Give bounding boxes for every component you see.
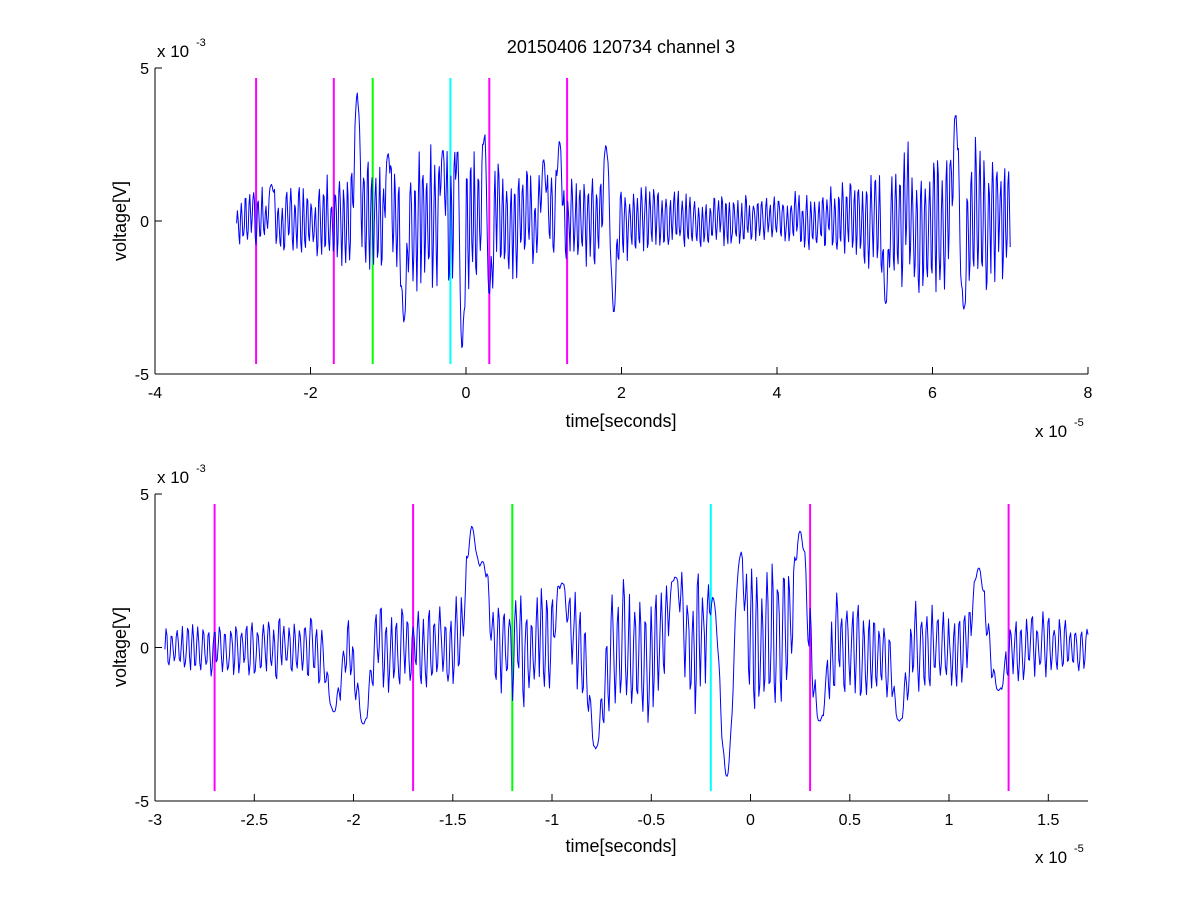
x-tick-label: -0.5 bbox=[638, 812, 666, 829]
y-tick-label: -5 bbox=[135, 367, 149, 384]
x-tick-label: -1 bbox=[545, 812, 559, 829]
x-axis-label: time[seconds] bbox=[565, 411, 676, 431]
x-tick-label: 0.5 bbox=[839, 812, 861, 829]
x-tick-label: 1.5 bbox=[1037, 812, 1059, 829]
bottom-subplot: -3 -2.5 -2 -1.5 -1 -0.5 0 0.5 1 1.5 -5 0 5 time[sec… bbox=[110, 463, 1089, 867]
y-axis-label: voltage[V] bbox=[110, 181, 130, 261]
x-multiplier-exp: -5 bbox=[1074, 417, 1084, 429]
y-axis-label: voltage[V] bbox=[110, 607, 130, 687]
x-multiplier-exp: -5 bbox=[1074, 843, 1084, 855]
x-tick-label: 4 bbox=[773, 385, 782, 402]
top-subplot: -4 -2 0 2 4 6 8 -5 0 5 20150406 120734 channel 3… bbox=[110, 37, 1093, 441]
x-multiplier-base: x 10 bbox=[1035, 848, 1067, 867]
y-tick-label: 5 bbox=[140, 61, 149, 78]
y-tick-label: 0 bbox=[140, 214, 149, 231]
x-tick-label: -2.5 bbox=[241, 812, 269, 829]
x-tick-label: 0 bbox=[462, 385, 471, 402]
x-tick-label: -4 bbox=[148, 385, 162, 402]
x-tick-label: 0 bbox=[746, 812, 755, 829]
x-axis-label: time[seconds] bbox=[565, 836, 676, 856]
y-multiplier-exp: -3 bbox=[196, 37, 206, 49]
x-multiplier: x 10 -5 bbox=[1035, 843, 1084, 867]
y-tick-label: -5 bbox=[135, 794, 149, 811]
x-tick-label: 2 bbox=[617, 385, 626, 402]
y-tick-label: 5 bbox=[140, 487, 149, 504]
x-tick-label: -2 bbox=[346, 812, 360, 829]
x-tick-label: -1.5 bbox=[439, 812, 467, 829]
y-multiplier-base: x 10 bbox=[157, 42, 189, 61]
x-tick-label: 8 bbox=[1084, 385, 1093, 402]
x-multiplier-base: x 10 bbox=[1035, 422, 1067, 441]
signal-trace bbox=[164, 525, 1089, 777]
chart-title: 20150406 120734 channel 3 bbox=[507, 37, 735, 57]
y-multiplier-base: x 10 bbox=[157, 468, 189, 487]
x-tick-label: 1 bbox=[945, 812, 954, 829]
y-multiplier: x 10 -3 bbox=[157, 37, 206, 61]
x-tick-label: 6 bbox=[928, 385, 937, 402]
signal-trace bbox=[236, 92, 1011, 348]
y-tick-label: 0 bbox=[140, 641, 149, 658]
x-tick-label: -3 bbox=[148, 812, 162, 829]
y-multiplier: x 10 -3 bbox=[157, 463, 206, 487]
y-multiplier-exp: -3 bbox=[196, 463, 206, 475]
x-multiplier: x 10 -5 bbox=[1035, 417, 1084, 441]
x-tick-label: -2 bbox=[303, 385, 317, 402]
